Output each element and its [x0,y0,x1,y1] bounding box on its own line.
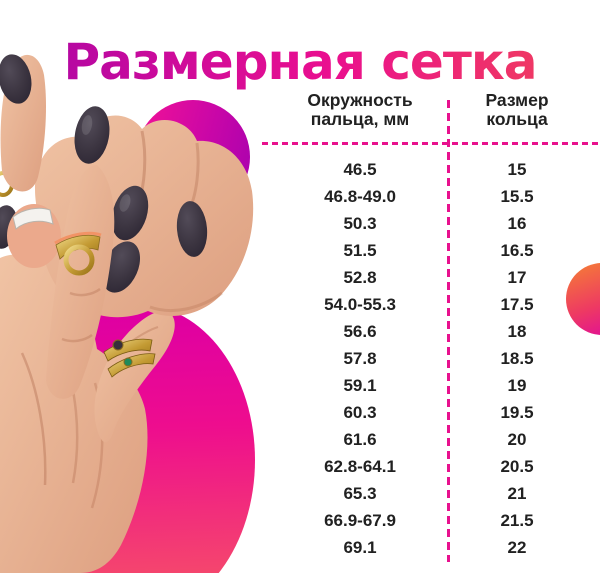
table-row: 62.8-64.1 20.5 [260,453,600,480]
cell-ring-size: 20 [507,429,527,449]
table-row: 66.9-67.9 21.5 [260,507,600,534]
cell-circumference: 54.0-55.3 [324,294,396,314]
ring-band-green-stone [107,353,156,378]
cell-ring-size: 19.5 [500,402,534,422]
dashed-divider-horizontal [262,142,598,145]
page-title: Размерная сетка [0,34,600,90]
ring-circle-charm [63,244,95,276]
cell-circumference: 52.8 [343,267,377,287]
cell-ring-size: 20.5 [500,456,534,476]
table-row: 57.8 18.5 [260,345,600,372]
cell-circumference: 50.3 [343,213,377,233]
table-row: 61.6 20 [260,426,600,453]
cell-circumference: 51.5 [343,240,377,260]
cell-circumference: 66.9-67.9 [324,510,396,530]
table-row: 59.1 19 [260,372,600,399]
table-rows: 46.5 15 46.8-49.0 15.5 50.3 16 51.5 16.5… [260,156,600,561]
ring-dark-stone [112,339,124,351]
cell-ring-size: 21 [507,483,527,503]
table-row: 46.5 15 [260,156,600,183]
nail-right [176,201,208,257]
cell-ring-size: 22 [507,537,527,557]
cell-circumference: 46.8-49.0 [324,186,396,206]
cell-circumference: 60.3 [343,402,377,422]
cell-circumference: 61.6 [343,429,377,449]
table-row: 50.3 16 [260,210,600,237]
cell-circumference: 62.8-64.1 [324,456,396,476]
cell-ring-size: 17.5 [500,294,534,314]
cell-circumference: 69.1 [343,537,377,557]
hand-photo [0,54,254,573]
dashed-divider-vertical [447,100,450,562]
cell-ring-size: 17 [507,267,527,287]
cell-circumference: 56.6 [343,321,377,341]
size-table: Окружность пальца, мм Размер кольца 46.5… [260,80,600,573]
table-header-ring-size: Размер кольца [485,90,549,129]
cell-ring-size: 15.5 [500,186,534,206]
table-row: 60.3 19.5 [260,399,600,426]
cell-circumference: 57.8 [343,348,377,368]
cell-ring-size: 18.5 [500,348,534,368]
table-header-row: Окружность пальца, мм Размер кольца [260,91,574,129]
nail-up [74,106,110,164]
table-row: 46.8-49.0 15.5 [260,183,600,210]
cell-circumference: 46.5 [343,159,377,179]
nail-thumb [0,54,32,104]
cell-circumference: 65.3 [343,483,377,503]
ring-white [12,207,54,230]
table-row: 52.8 17 [260,264,600,291]
table-row: 54.0-55.3 17.5 [260,291,600,318]
ring-green-stone [123,357,133,367]
table-row: 65.3 21 [260,480,600,507]
nail-middle [111,185,149,241]
cell-ring-size: 21.5 [500,510,534,530]
cell-ring-size: 18 [507,321,527,341]
table-header-circumference: Окружность пальца, мм [307,90,413,129]
index-finger [46,165,115,399]
finger-with-stacked-rings [94,310,175,443]
cell-ring-size: 15 [507,159,527,179]
cell-ring-size: 16 [507,213,527,233]
table-row: 51.5 16.5 [260,237,600,264]
cell-ring-size: 16.5 [500,240,534,260]
hand-back [0,254,148,573]
table-row: 56.6 18 [260,318,600,345]
table-row: 69.1 22 [260,534,600,561]
cell-ring-size: 19 [507,375,527,395]
cell-circumference: 59.1 [343,375,377,395]
